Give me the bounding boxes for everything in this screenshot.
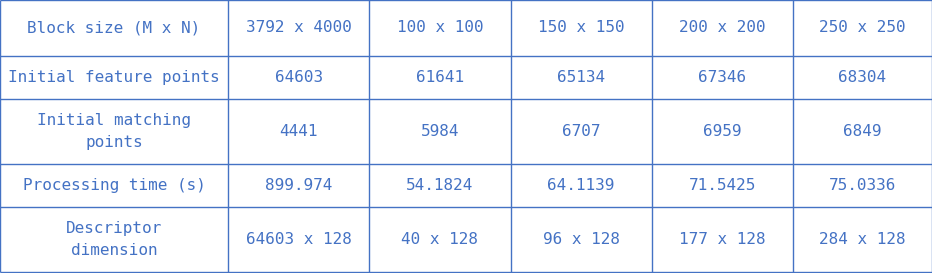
- Text: 96 x 128: 96 x 128: [542, 232, 620, 247]
- Text: Processing time (s): Processing time (s): [22, 178, 206, 193]
- Text: 284 x 128: 284 x 128: [819, 232, 906, 247]
- Text: Initial matching
points: Initial matching points: [37, 113, 191, 150]
- Text: 65134: 65134: [557, 70, 605, 85]
- Text: 64.1139: 64.1139: [547, 178, 615, 193]
- Text: 100 x 100: 100 x 100: [397, 20, 484, 35]
- Text: 6707: 6707: [562, 124, 600, 139]
- Text: 200 x 200: 200 x 200: [679, 20, 765, 35]
- Text: Block size (M x N): Block size (M x N): [28, 20, 200, 35]
- Text: 250 x 250: 250 x 250: [819, 20, 906, 35]
- Text: 6959: 6959: [703, 124, 742, 139]
- Text: 67346: 67346: [698, 70, 747, 85]
- Text: 3792 x 4000: 3792 x 4000: [246, 20, 351, 35]
- Text: 75.0336: 75.0336: [829, 178, 896, 193]
- Text: 40 x 128: 40 x 128: [402, 232, 478, 247]
- Text: 177 x 128: 177 x 128: [679, 232, 765, 247]
- Text: 4441: 4441: [280, 124, 318, 139]
- Text: 61641: 61641: [416, 70, 464, 85]
- Text: 71.5425: 71.5425: [689, 178, 756, 193]
- Text: 54.1824: 54.1824: [406, 178, 473, 193]
- Text: 64603: 64603: [275, 70, 322, 85]
- Text: Initial feature points: Initial feature points: [8, 70, 220, 85]
- Text: 68304: 68304: [839, 70, 886, 85]
- Text: 64603 x 128: 64603 x 128: [246, 232, 351, 247]
- Text: Descriptor
dimension: Descriptor dimension: [66, 221, 162, 258]
- Text: 6849: 6849: [843, 124, 882, 139]
- Text: 150 x 150: 150 x 150: [538, 20, 624, 35]
- Text: 5984: 5984: [420, 124, 459, 139]
- Text: 899.974: 899.974: [265, 178, 333, 193]
